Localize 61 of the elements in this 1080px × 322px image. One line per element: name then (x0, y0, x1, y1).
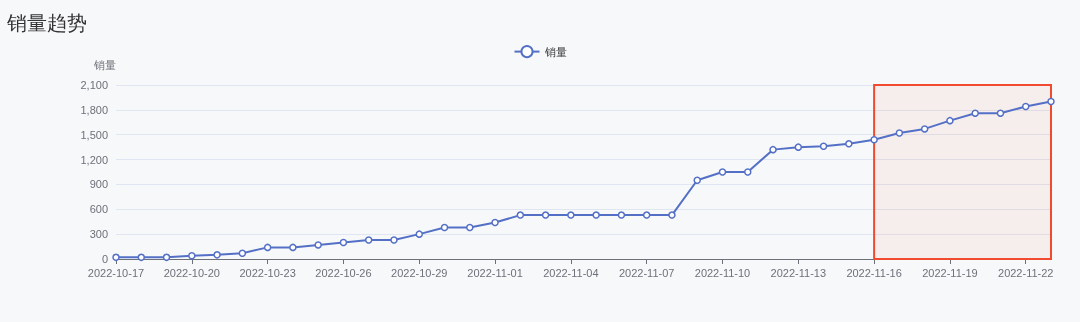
x-tick-label: 2022-11-13 (770, 266, 827, 279)
legend-label: 销量 (543, 45, 567, 58)
point (440, 223, 449, 232)
point (870, 135, 878, 144)
point (188, 251, 196, 260)
y-tick-label: 2,100 (80, 79, 108, 91)
point (920, 125, 929, 133)
y-tick-label: 1,800 (80, 103, 108, 116)
point (996, 109, 1005, 117)
point (390, 236, 398, 244)
point (137, 253, 146, 262)
point (819, 142, 828, 151)
chart-title: 销量趋势 (6, 11, 87, 35)
point (314, 241, 322, 249)
point (1047, 97, 1055, 106)
point (769, 145, 777, 154)
point (541, 211, 550, 219)
point (567, 211, 575, 219)
point (642, 211, 651, 219)
point (744, 168, 752, 176)
point (289, 243, 297, 252)
point (466, 223, 474, 232)
point (516, 211, 525, 219)
point (238, 249, 247, 257)
point (1021, 102, 1030, 111)
x-tick-label: 2022-11-16 (846, 266, 902, 279)
y-tick-label: 1,200 (80, 153, 108, 166)
x-tick-label: 2022-10-17 (87, 266, 145, 279)
x-tick-label: 2022-10-29 (391, 266, 448, 279)
point (491, 218, 499, 227)
x-tick-label: 2022-10-26 (315, 266, 372, 279)
point (592, 211, 600, 219)
point (794, 143, 803, 151)
x-tick-label: 2022-10-20 (163, 266, 220, 279)
point (213, 251, 221, 259)
y-tick-label: 900 (89, 178, 108, 191)
point (693, 176, 701, 185)
x-tick-label: 2022-11-19 (922, 266, 978, 279)
x-tick-label: 2022-11-10 (694, 266, 751, 279)
y-tick-label: 300 (89, 228, 108, 241)
point (339, 238, 348, 247)
point (162, 253, 171, 262)
x-tick-label: 2022-10-23 (239, 266, 296, 279)
point (845, 140, 853, 148)
point (971, 109, 979, 117)
y-tick-label: 600 (89, 203, 108, 216)
point (415, 230, 423, 238)
y-axis-title: 销量 (93, 58, 116, 71)
x-tick-label: 2022-11-22 (998, 266, 1054, 279)
point (668, 211, 676, 219)
point (617, 211, 626, 219)
point (263, 243, 272, 252)
x-tick-label: 2022-11-01 (467, 266, 523, 279)
y-tick-label: 0 (101, 253, 108, 265)
point (895, 129, 904, 137)
x-tick-label: 2022-11-07 (618, 266, 675, 279)
x-tick-label: 2022-11-04 (543, 266, 599, 279)
y-tick-label: 1,500 (80, 128, 108, 141)
point (364, 236, 373, 244)
point (946, 116, 954, 125)
point (718, 168, 727, 176)
